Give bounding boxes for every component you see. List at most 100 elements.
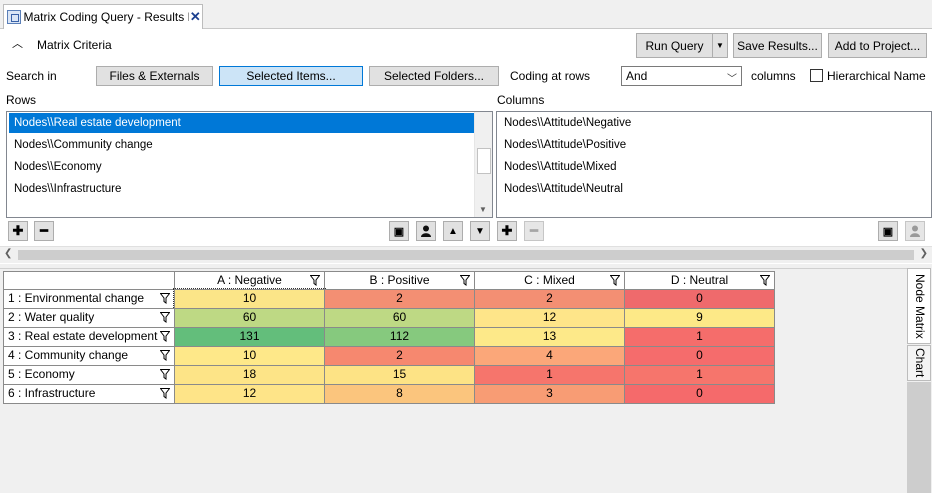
columns-list-item[interactable]: Nodes\\Attitude\Mixed	[504, 161, 617, 173]
row-header-label: 6 : Infrastructure	[8, 386, 96, 400]
matrix-column-header[interactable]: B : Positive	[324, 271, 475, 290]
columns-list-item[interactable]: Nodes\\Attitude\Positive	[504, 139, 627, 151]
save-results-button[interactable]: Save Results...	[733, 33, 822, 58]
row-header-label: 1 : Environmental change	[8, 291, 145, 305]
side-tab-filler	[907, 382, 931, 493]
rows-label: Rows	[6, 93, 37, 107]
matrix-cell[interactable]: 8	[324, 384, 475, 404]
close-icon[interactable]: ✕	[189, 9, 201, 24]
matrix-cell[interactable]: 1	[624, 365, 775, 385]
rows-list-item[interactable]: Nodes\\Real estate development	[9, 113, 475, 133]
matrix-cell[interactable]: 0	[624, 289, 775, 309]
scroll-right-arrow-icon[interactable]: ❯	[919, 248, 928, 259]
filter-icon[interactable]	[460, 275, 470, 286]
select-row-nodes-button[interactable]: ▣	[389, 221, 409, 241]
matrix-cell[interactable]: 3	[474, 384, 625, 404]
matrix-cell[interactable]: 2	[324, 346, 475, 366]
column-header-label: D : Neutral	[670, 273, 729, 287]
document-tab[interactable]: Matrix Coding Query - Results Pr ✕	[3, 4, 203, 29]
scroll-left-arrow-icon[interactable]: ❮	[4, 248, 13, 259]
document-tab-title: Matrix Coding Query - Results Pr	[23, 10, 189, 24]
files-externals-button[interactable]: Files & Externals	[96, 66, 213, 86]
filter-icon[interactable]	[610, 275, 620, 286]
rows-list-item[interactable]: Nodes\\Infrastructure	[14, 183, 122, 195]
matrix-cell[interactable]: 0	[624, 384, 775, 404]
matrix-cell[interactable]: 2	[324, 289, 475, 309]
matrix-column-header[interactable]: C : Mixed	[474, 271, 625, 290]
rows-list-item[interactable]: Nodes\\Community change	[14, 139, 153, 151]
operator-select[interactable]: And ﹀	[621, 66, 742, 86]
hierarchical-name-label: Hierarchical Name	[827, 69, 926, 83]
matrix-column-header[interactable]: A : Negative	[174, 271, 325, 290]
filter-icon[interactable]	[160, 388, 170, 399]
matrix-cell[interactable]: 13	[474, 327, 625, 347]
filter-icon[interactable]	[310, 275, 320, 286]
remove-column-button[interactable]: ━	[524, 221, 544, 241]
matrix-cell[interactable]: 12	[174, 384, 325, 404]
rows-list-item[interactable]: Nodes\\Economy	[14, 161, 102, 173]
matrix-row-header[interactable]: 3 : Real estate development	[3, 327, 175, 347]
chevron-up-icon[interactable]: ︿	[12, 38, 23, 50]
matrix-cell[interactable]: 60	[324, 308, 475, 328]
tab-chart[interactable]: Chart	[907, 345, 931, 381]
select-row-cases-button[interactable]	[416, 221, 436, 241]
matrix-cell[interactable]: 4	[474, 346, 625, 366]
matrix-row-header[interactable]: 4 : Community change	[3, 346, 175, 366]
columns-list-item[interactable]: Nodes\\Attitude\Negative	[504, 117, 632, 129]
matrix-row-header[interactable]: 1 : Environmental change	[3, 289, 175, 309]
select-column-cases-button[interactable]	[905, 221, 925, 241]
matrix-cell[interactable]: 1	[474, 365, 625, 385]
selected-items-button[interactable]: Selected Items...	[219, 66, 363, 86]
matrix-cell[interactable]: 60	[174, 308, 325, 328]
matrix-cell[interactable]: 2	[474, 289, 625, 309]
run-query-dropdown-button[interactable]: ▼	[712, 33, 728, 58]
matrix-column-header[interactable]: D : Neutral	[624, 271, 775, 290]
scrollbar-thumb[interactable]	[477, 148, 491, 174]
matrix-cell[interactable]: 10	[173, 288, 326, 310]
filter-icon[interactable]	[160, 369, 170, 380]
remove-row-button[interactable]: ━	[34, 221, 54, 241]
select-column-nodes-button[interactable]: ▣	[878, 221, 898, 241]
criteria-horizontal-scrollbar[interactable]: ❮ ❯	[0, 246, 932, 263]
rows-list[interactable]: Nodes\\Real estate development Nodes\\Co…	[6, 111, 493, 218]
columns-list[interactable]: Nodes\\Attitude\Negative Nodes\\Attitude…	[496, 111, 932, 218]
matrix-cell[interactable]: 9	[624, 308, 775, 328]
filter-icon[interactable]	[160, 312, 170, 323]
panel-splitter[interactable]	[0, 264, 932, 268]
matrix-cell[interactable]: 15	[324, 365, 475, 385]
move-row-up-button[interactable]: ▲	[443, 221, 463, 241]
matrix-cell[interactable]: 18	[174, 365, 325, 385]
matrix-row-header[interactable]: 2 : Water quality	[3, 308, 175, 328]
column-header-label: C : Mixed	[524, 273, 575, 287]
add-to-project-button[interactable]: Add to Project...	[828, 33, 927, 58]
matrix-cell[interactable]: 10	[174, 346, 325, 366]
scroll-down-arrow-icon[interactable]: ▼	[479, 205, 487, 214]
move-up-icon: ▲	[448, 225, 458, 237]
matrix-row-header[interactable]: 6 : Infrastructure	[3, 384, 175, 404]
matrix-cell[interactable]: 0	[624, 346, 775, 366]
run-query-button[interactable]: Run Query	[636, 33, 713, 58]
selected-folders-button[interactable]: Selected Folders...	[369, 66, 499, 86]
move-row-down-button[interactable]: ▼	[470, 221, 490, 241]
matrix-cell[interactable]: 1	[624, 327, 775, 347]
add-column-button[interactable]: ✚	[497, 221, 517, 241]
rows-list-scrollbar[interactable]: ▼	[474, 112, 492, 217]
matrix-results-area: A : Negative B : Positive C : Mixed D : …	[0, 268, 907, 493]
filter-icon[interactable]	[160, 293, 170, 304]
tab-node-matrix[interactable]: Node Matrix	[907, 268, 931, 344]
matrix-criteria-title: Matrix Criteria	[37, 38, 112, 52]
filter-icon[interactable]	[760, 275, 770, 286]
filter-icon[interactable]	[160, 331, 170, 342]
matrix-cell[interactable]: 12	[474, 308, 625, 328]
columns-list-item[interactable]: Nodes\\Attitude\Neutral	[504, 183, 623, 195]
matrix-cell[interactable]: 112	[324, 327, 475, 347]
plus-icon: ✚	[12, 223, 24, 238]
hierarchical-name-checkbox[interactable]	[810, 69, 823, 82]
scrollbar-thumb[interactable]	[18, 250, 914, 260]
matrix-row-header[interactable]: 5 : Economy	[3, 365, 175, 385]
matrix-cell[interactable]: 131	[174, 327, 325, 347]
move-down-icon: ▼	[475, 225, 485, 237]
filter-icon[interactable]	[160, 350, 170, 361]
node-picker-icon: ▣	[882, 225, 894, 238]
add-row-button[interactable]: ✚	[8, 221, 28, 241]
